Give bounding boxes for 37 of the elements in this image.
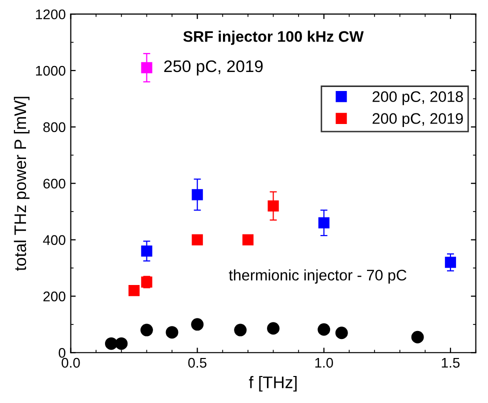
- point: [141, 246, 152, 257]
- text: SRF injector 100 kHz CW: [183, 30, 364, 45]
- x-tick-label: 1.0: [315, 358, 334, 368]
- y-tick-label: 800: [43, 122, 66, 132]
- y-tick-label: 1000: [36, 66, 66, 76]
- x-axis-title: f [THz]: [248, 376, 297, 392]
- point: [267, 322, 280, 335]
- point: [318, 323, 330, 336]
- point: [234, 324, 247, 336]
- point: [115, 337, 128, 350]
- annotation: thermionic injector - 70 pC: [228, 269, 406, 284]
- point: [105, 337, 118, 350]
- point: [192, 234, 203, 246]
- y-tick-label: 400: [43, 235, 66, 245]
- point: [268, 200, 279, 212]
- point: [444, 256, 456, 268]
- legend-label: 200 pC, 2018: [372, 91, 463, 106]
- point: [166, 326, 178, 339]
- y-axis-title: total THz power P [mW]: [14, 96, 30, 271]
- x-tick-label: 0.0: [62, 358, 80, 368]
- point: [242, 234, 254, 246]
- y-tick-label: 600: [43, 178, 66, 189]
- x-tick-label: 1.5: [442, 358, 460, 368]
- point: [141, 62, 152, 74]
- point: [140, 324, 153, 336]
- y-tick-label: 200: [43, 292, 66, 302]
- annotation: 250 pC, 2019: [164, 60, 263, 76]
- point: [191, 318, 204, 331]
- y-tick-label: 0: [58, 348, 66, 358]
- point: [335, 326, 348, 340]
- point: [128, 285, 140, 296]
- point: [411, 330, 424, 344]
- point: [318, 217, 330, 228]
- x-tick-label: 0.5: [188, 358, 206, 368]
- point: [192, 189, 203, 200]
- y-tick-label: 1200: [36, 9, 66, 20]
- legend-label: 200 pC, 2019: [372, 113, 463, 127]
